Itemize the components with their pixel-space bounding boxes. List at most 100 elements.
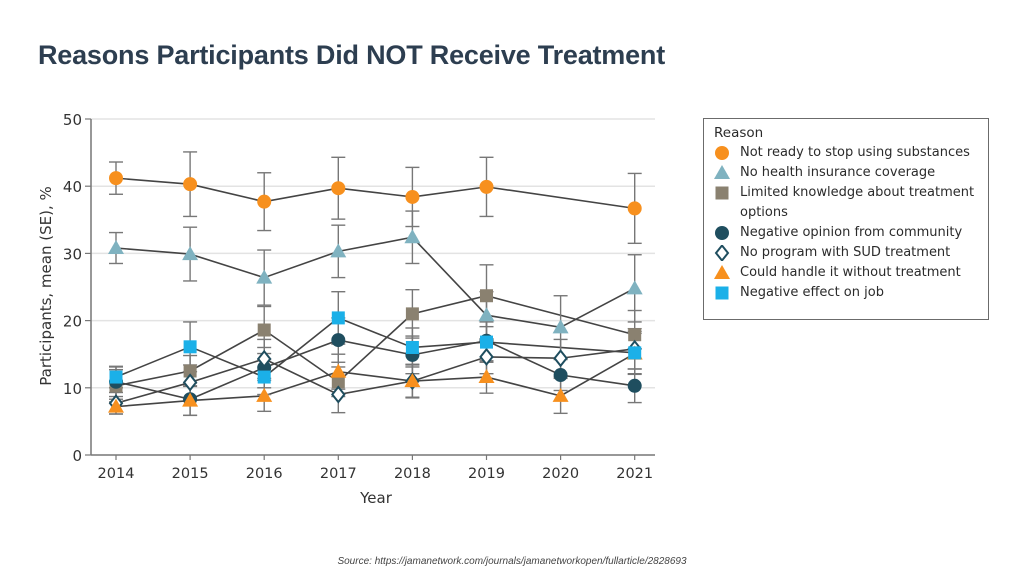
x-tick-label: 2019 [468,466,505,482]
data-point [182,392,199,407]
legend-marker-icon [714,283,730,303]
data-point [256,387,273,402]
legend-item: Negative opinion from community [714,223,978,243]
data-point [479,347,494,366]
legend-label: Could handle it without treatment [740,265,961,280]
y-tick-label: 40 [63,178,82,196]
data-point [553,368,568,383]
data-point [405,189,420,204]
legend-label: Negative opinion from community [740,225,963,240]
chart-legend: Reason Not ready to stop using substance… [703,118,989,320]
data-point [109,171,123,186]
data-point [182,246,199,261]
legend-item: Limited knowledge about treatment option… [714,183,978,223]
legend-marker-icon [714,143,730,163]
legend-label: Negative effect on job [740,285,884,300]
data-point [480,335,493,349]
legend-item: Could handle it without treatment [714,263,978,283]
y-tick-label: 10 [63,380,82,398]
legend-marker-icon [714,163,730,183]
x-tick-labels: 2014 2015 2016 2017 2018 2019 2020 2021 [98,466,654,482]
legend-marker-shape [714,265,730,279]
legend-marker-icon [714,223,730,243]
data-point [330,243,347,258]
data-point [330,363,347,378]
data-point [479,179,494,194]
legend-marker-shape [714,245,730,261]
data-point [109,370,123,384]
legend-title: Reason [714,125,764,141]
axes [85,118,655,460]
data-point [331,181,346,196]
y-tick-label: 30 [63,245,82,263]
page-title: Reasons Participants Did NOT Receive Tre… [38,40,666,70]
data-point [182,373,198,392]
legend-marker-shape [715,226,729,240]
y-tick-label: 20 [63,313,82,331]
data-point [552,387,569,402]
data-point [478,307,495,322]
legend-marker-icon [714,183,730,203]
legend-label: No health insurance coverage [740,165,936,180]
source-citation: Source: https://jamanetwork.com/journals… [337,556,687,567]
data-point [405,340,419,354]
legend-label: Limited knowledge about treatment option… [740,185,975,220]
data-point [257,194,272,209]
data-point [405,307,419,321]
data-point [108,240,124,255]
data-point [627,201,642,216]
data-point [628,346,642,360]
data-point [331,311,345,325]
data-point [257,370,271,384]
legend-item: No health insurance coverage [714,163,978,183]
series-line-3 [115,339,635,401]
legend-item: Not ready to stop using substances [714,143,978,163]
legend-marker-shape [714,165,730,179]
x-tick-label: 2021 [616,466,653,482]
x-tick-label: 2014 [98,466,135,482]
data-point [331,333,346,348]
legend-label: No program with SUD treatment [740,245,951,260]
data-point [183,177,198,192]
legend-marker-shape [715,286,729,300]
series-line-4 [115,348,635,405]
data-point [108,398,124,413]
data-point [404,229,421,244]
legend-label: Not ready to stop using substances [740,145,970,160]
data-point [478,369,495,384]
x-axis-label: Year [359,489,393,507]
x-tick-label: 2015 [172,466,209,482]
y-axis-label: Participants, mean (SE), % [37,186,55,385]
legend-marker-icon [714,263,730,283]
legend-item: Negative effect on job [714,283,978,303]
data-point [626,280,643,295]
data-point [553,349,568,368]
data-point [404,373,421,388]
x-tick-label: 2016 [246,466,283,482]
data-point [552,319,569,334]
data-point [480,289,493,303]
y-tick-label: 0 [72,447,82,465]
data-point [256,269,273,284]
series-line-5 [115,352,636,408]
data-point [331,375,345,389]
data-point [183,340,197,354]
data-point [257,323,271,337]
y-tick-labels: 0 10 20 30 40 50 [63,111,82,465]
data-point [331,385,346,404]
data-point [183,364,197,378]
legend-marker-shape [715,186,729,200]
legend-marker-icon [714,243,730,263]
legend-marker-shape [715,146,729,160]
y-tick-label: 50 [63,111,82,129]
x-tick-label: 2018 [394,466,431,482]
legend-item: No program with SUD treatment [714,243,978,263]
series-markers [108,171,643,413]
data-point [256,349,272,369]
x-tick-label: 2017 [320,466,357,482]
x-tick-label: 2020 [542,466,579,482]
data-point [627,378,642,393]
data-point [628,328,642,342]
series-line-1 [115,236,636,329]
